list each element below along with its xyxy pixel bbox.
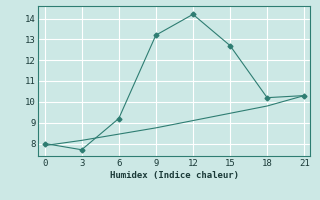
X-axis label: Humidex (Indice chaleur): Humidex (Indice chaleur) — [110, 171, 239, 180]
